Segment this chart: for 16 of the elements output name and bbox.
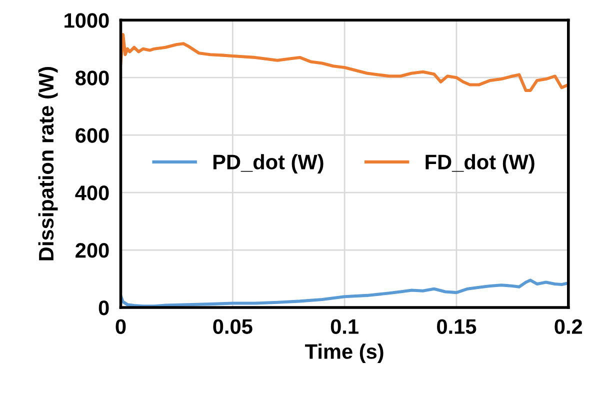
y-tick-label: 200 [76,243,109,258]
x-tick-label: 0.15 [437,319,476,334]
legend-label: FD_dot (W) [426,154,534,174]
y-axis-title: Dissipation rate (W) [38,67,58,260]
x-tick-label: 0 [116,319,126,334]
y-tick-label: 600 [76,128,109,143]
x-tick-label: 0.05 [213,319,252,334]
legend-label: PD_dot (W) [213,154,324,174]
line-series [120,32,568,92]
y-tick-label: 1000 [64,13,109,28]
x-tick-label: 0.1 [330,319,358,334]
x-tick-label: 0.2 [554,319,582,334]
x-axis-title: Time (s) [305,344,384,364]
y-tick-label: 400 [75,186,109,200]
y-tick-label: 800 [76,70,109,86]
y-tick-label: 0 [98,300,109,316]
